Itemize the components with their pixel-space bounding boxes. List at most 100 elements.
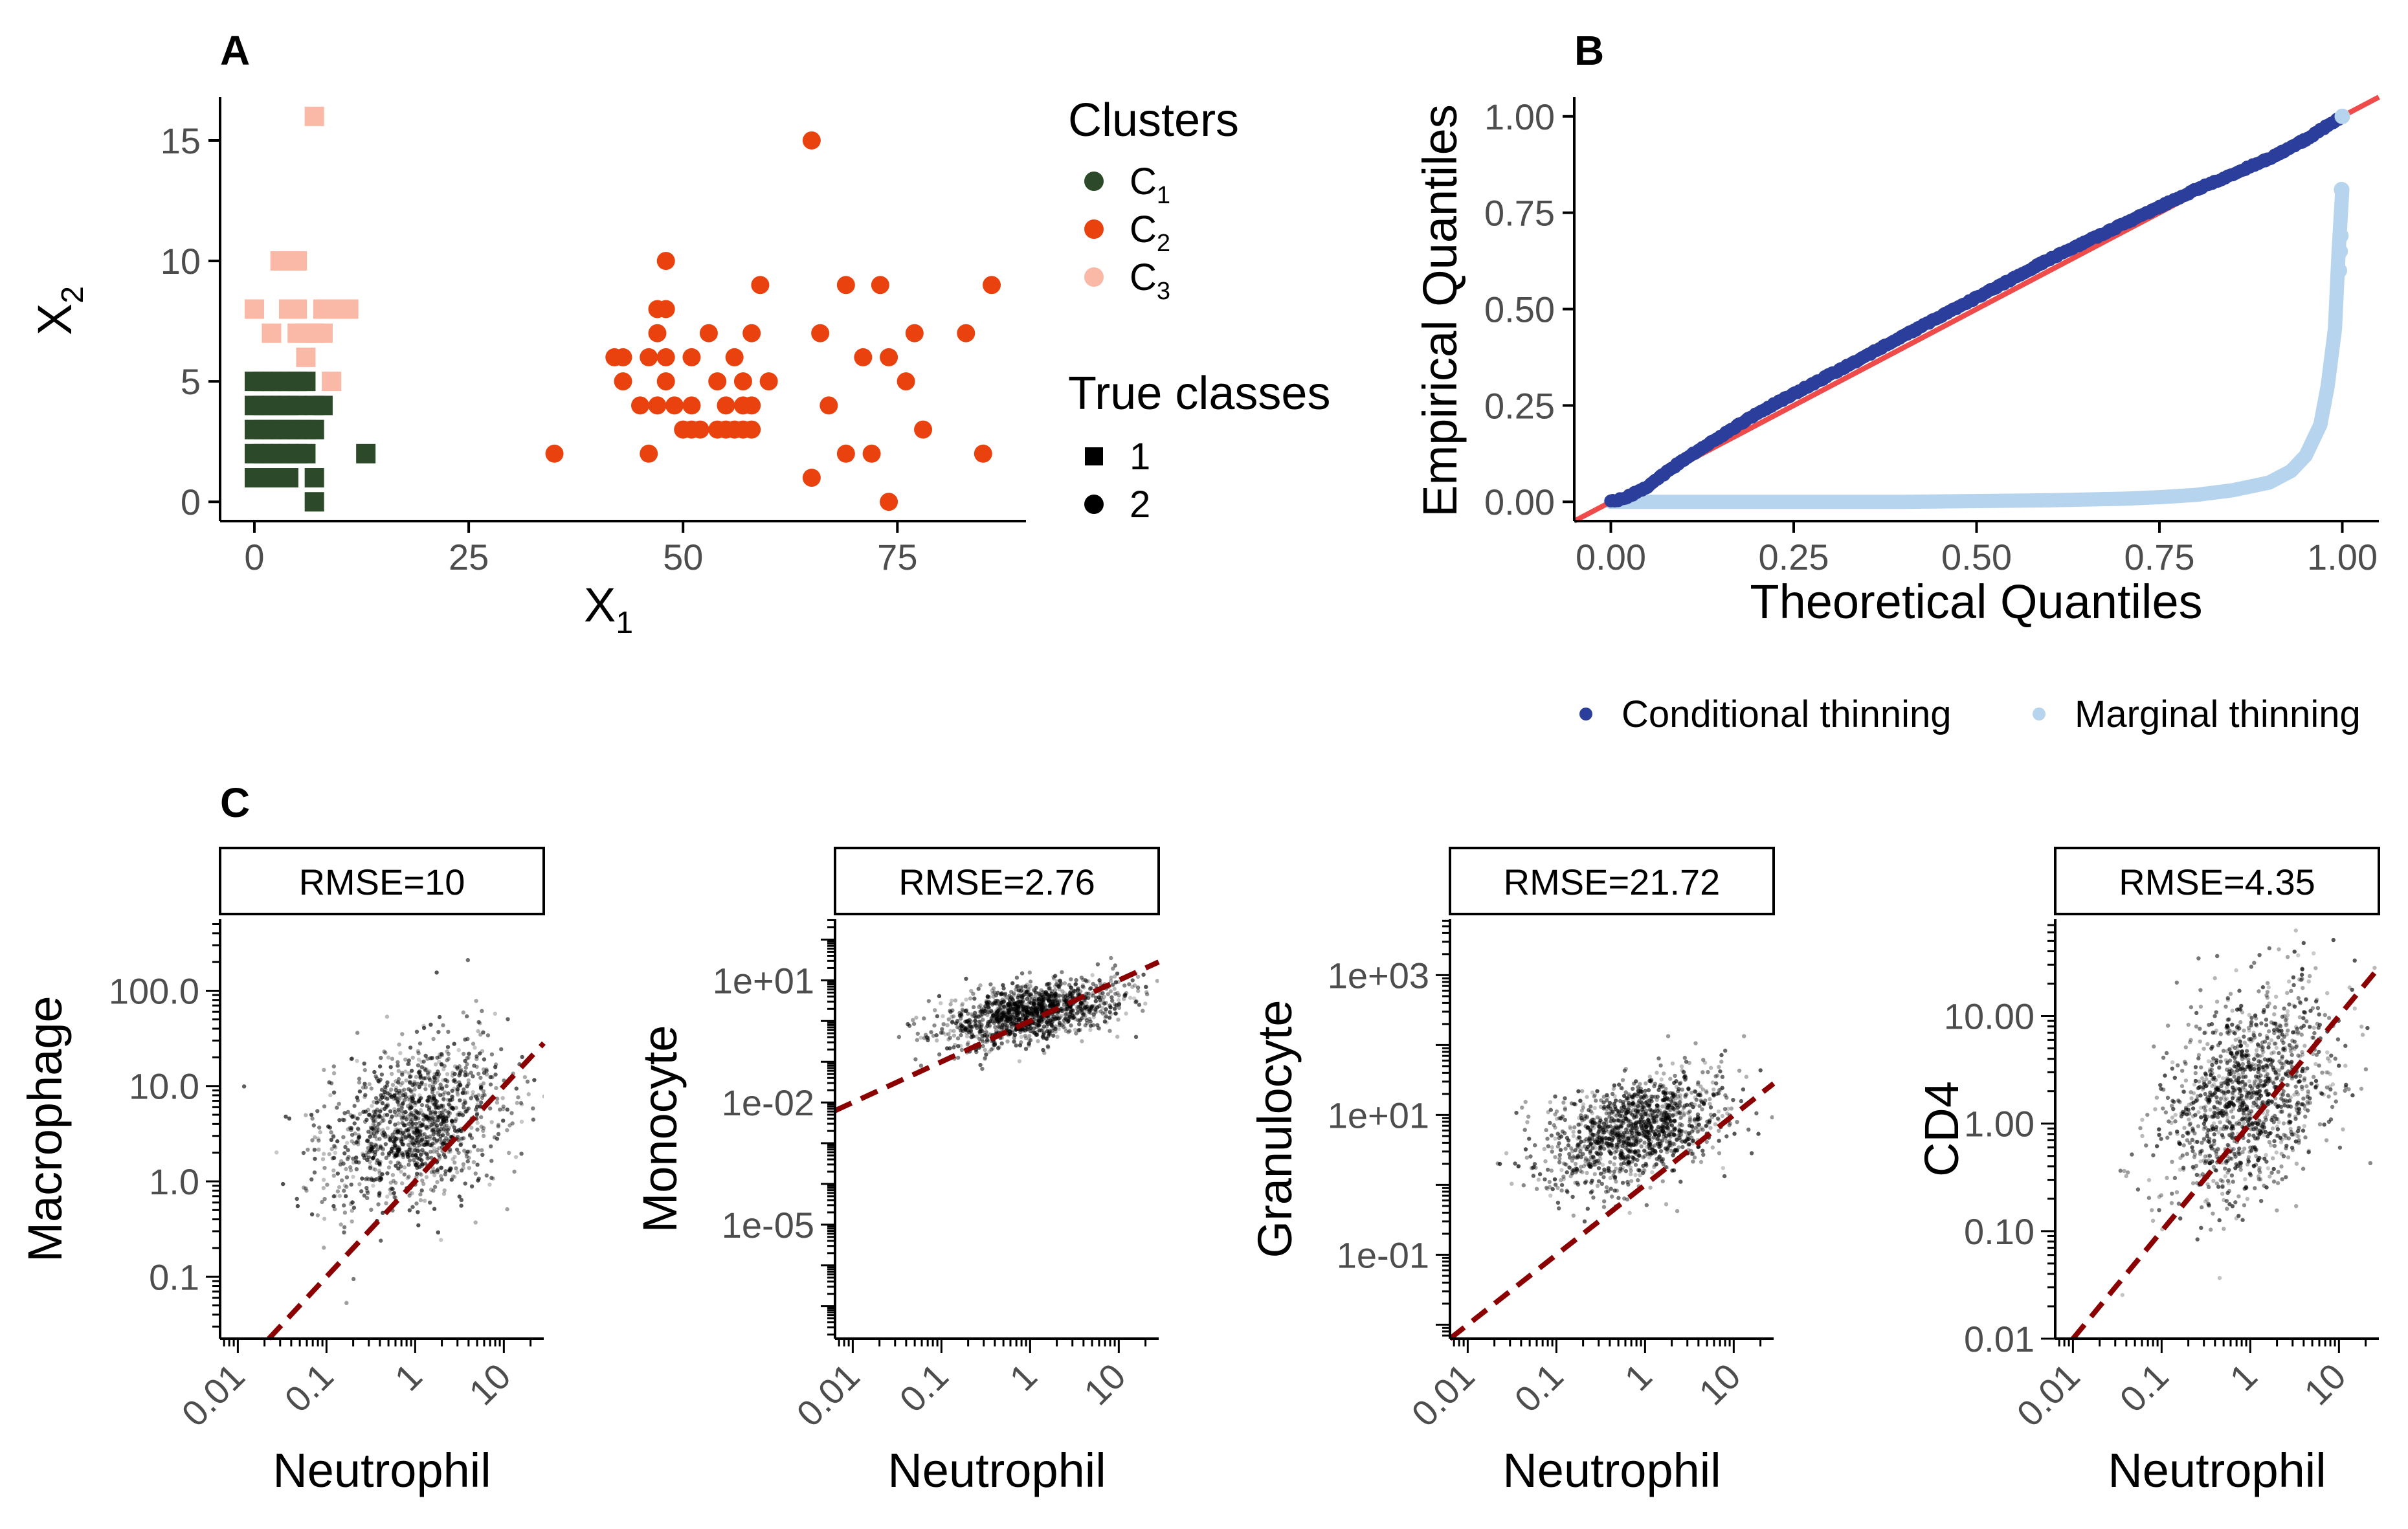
data-point bbox=[1553, 1136, 1557, 1141]
data-point bbox=[1590, 1090, 1595, 1095]
data-point bbox=[377, 1064, 383, 1069]
data-point bbox=[1038, 1016, 1042, 1021]
data-point bbox=[1115, 1034, 1120, 1039]
data-point bbox=[1597, 1128, 1601, 1133]
data-point bbox=[348, 1201, 353, 1207]
data-point bbox=[1655, 1109, 1660, 1113]
data-point bbox=[1620, 1106, 1624, 1110]
data-point bbox=[2203, 1108, 2208, 1113]
data-point bbox=[1102, 1001, 1107, 1006]
data-point bbox=[1716, 1091, 1721, 1096]
data-point bbox=[467, 1166, 471, 1170]
data-point bbox=[281, 1181, 285, 1187]
data-point bbox=[496, 1122, 501, 1127]
data-point bbox=[465, 1014, 469, 1019]
data-point bbox=[1578, 1149, 1583, 1154]
cluster-c2-circle-point bbox=[640, 348, 658, 366]
data-point bbox=[1045, 1018, 1051, 1023]
data-point bbox=[401, 1121, 406, 1126]
data-point bbox=[439, 1062, 444, 1067]
data-point bbox=[408, 1138, 412, 1143]
data-point bbox=[441, 1097, 446, 1101]
data-point bbox=[320, 1157, 326, 1161]
panel-a-x-tick-label: 75 bbox=[877, 537, 917, 577]
data-point bbox=[410, 1191, 414, 1196]
data-point bbox=[1612, 1150, 1617, 1155]
data-point bbox=[1648, 1124, 1653, 1128]
data-point bbox=[2282, 1062, 2287, 1067]
data-point bbox=[466, 1082, 471, 1086]
data-point bbox=[1058, 1015, 1062, 1020]
data-point bbox=[967, 1020, 972, 1025]
data-point bbox=[937, 994, 942, 999]
data-point bbox=[1098, 981, 1103, 986]
data-point bbox=[1123, 992, 1128, 997]
data-point bbox=[2225, 1031, 2229, 1035]
data-point bbox=[994, 1029, 999, 1033]
data-point bbox=[395, 1099, 399, 1104]
data-point bbox=[1710, 1145, 1715, 1150]
data-point bbox=[1602, 1104, 1607, 1110]
data-point bbox=[384, 1103, 388, 1108]
data-point bbox=[1632, 1093, 1636, 1097]
data-point bbox=[432, 1086, 436, 1091]
data-point bbox=[396, 1098, 401, 1103]
data-point bbox=[1005, 994, 1009, 999]
legend-classes: 12 bbox=[1084, 436, 1150, 526]
data-point bbox=[1047, 1004, 1052, 1009]
data-point bbox=[1640, 1126, 1644, 1131]
data-point bbox=[1693, 1089, 1698, 1094]
panel-b-x-tick-label: 1.00 bbox=[2307, 537, 2378, 577]
data-point bbox=[1713, 1122, 1718, 1127]
data-point bbox=[1689, 1124, 1694, 1129]
data-point bbox=[366, 1108, 370, 1112]
data-point bbox=[1581, 1164, 1587, 1168]
data-point bbox=[1028, 979, 1033, 984]
data-point bbox=[452, 1064, 458, 1069]
data-point bbox=[367, 1112, 372, 1117]
data-point bbox=[1060, 989, 1065, 994]
data-point bbox=[403, 1110, 408, 1115]
data-point bbox=[1606, 1104, 1611, 1109]
data-point bbox=[380, 1152, 385, 1156]
data-point bbox=[450, 1088, 454, 1093]
data-point bbox=[435, 1168, 440, 1173]
data-point bbox=[365, 1189, 370, 1194]
data-point bbox=[365, 1150, 370, 1154]
legend-marginal-marker bbox=[2033, 708, 2046, 720]
data-point bbox=[1522, 1128, 1527, 1132]
data-point bbox=[373, 1123, 377, 1128]
data-point bbox=[377, 1113, 382, 1119]
data-point bbox=[1632, 1129, 1637, 1133]
data-point bbox=[435, 1055, 440, 1060]
data-point bbox=[1632, 1094, 1637, 1099]
data-point bbox=[1028, 1038, 1033, 1043]
data-point bbox=[1014, 1004, 1018, 1009]
data-point bbox=[1060, 993, 1065, 998]
data-point bbox=[1619, 1086, 1623, 1091]
data-point bbox=[1042, 1024, 1047, 1029]
data-point bbox=[1048, 1018, 1053, 1023]
data-point bbox=[2343, 1044, 2348, 1048]
data-point bbox=[1023, 1047, 1029, 1051]
data-point bbox=[365, 1138, 370, 1143]
data-point bbox=[422, 1132, 427, 1137]
data-point bbox=[370, 1177, 374, 1182]
data-point bbox=[435, 1170, 440, 1174]
data-point bbox=[1620, 1078, 1625, 1082]
data-point bbox=[2219, 1084, 2224, 1089]
data-point bbox=[2240, 1062, 2246, 1067]
cluster-c3-square-point bbox=[322, 372, 342, 392]
data-point bbox=[2292, 949, 2297, 954]
data-point bbox=[2288, 1126, 2293, 1132]
data-point bbox=[1585, 1095, 1589, 1099]
data-point bbox=[519, 1152, 524, 1156]
data-point bbox=[2161, 1106, 2165, 1111]
data-point bbox=[431, 1149, 436, 1154]
data-point bbox=[400, 1133, 405, 1139]
data-point bbox=[1726, 1106, 1730, 1111]
data-point bbox=[1596, 1158, 1600, 1163]
data-point bbox=[2212, 1132, 2216, 1137]
data-point bbox=[1653, 1095, 1657, 1099]
